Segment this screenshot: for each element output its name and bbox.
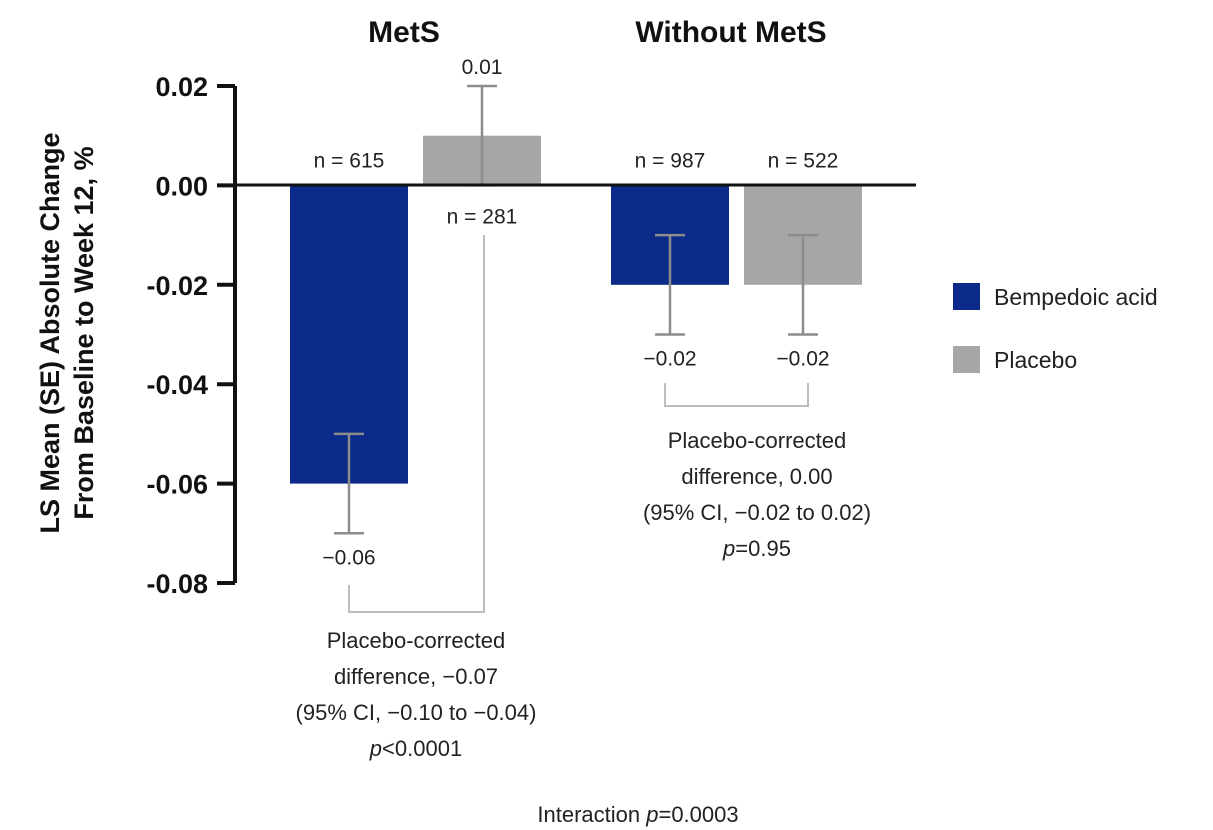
y-axis-title-line2: From Baseline to Week 12, % [69, 146, 99, 519]
interaction-p-value: =0.0003 [658, 802, 738, 827]
interaction-p-italic: p [645, 802, 658, 827]
group-label-without-mets: Without MetS [635, 16, 826, 49]
value-label-without-mets-placebo: −0.02 [776, 348, 829, 371]
without-mets-comparison-bracket [664, 383, 809, 407]
legend: Bempedoic acid Placebo [953, 283, 1158, 373]
n-label-without-mets-bempedoic-acid: n = 987 [635, 149, 706, 172]
without-annotation-line1: Placebo-corrected [668, 428, 847, 453]
y-axis-ticks: 0.02 0.00 -0.02 -0.04 -0.06 -0.08 [146, 72, 235, 599]
n-label-mets-bempedoic-acid: n = 615 [314, 149, 385, 172]
n-label-mets-placebo: n = 281 [447, 205, 518, 228]
mets-annotation-pvalue: p<0.0001 [369, 736, 462, 761]
mets-p-italic: p [369, 736, 382, 761]
y-tick-label: -0.04 [146, 370, 208, 400]
mets-p-value: <0.0001 [382, 736, 462, 761]
group-label-mets: MetS [368, 16, 440, 49]
without-annotation-line2: difference, 0.00 [681, 464, 832, 489]
mets-annotation-line1: Placebo-corrected [327, 628, 506, 653]
interaction-pvalue: Interaction p=0.0003 [537, 802, 738, 827]
value-label-mets-placebo: 0.01 [462, 56, 503, 79]
y-axis-title-line1: LS Mean (SE) Absolute Change [35, 132, 65, 533]
y-tick-label: -0.02 [146, 271, 208, 301]
bars: −0.06 n = 615 0.01 n = 281 −0.02 n = 987 −0.02… [290, 56, 862, 569]
mets-annotation-line2: difference, −0.07 [334, 664, 498, 689]
legend-label-bempedoic-acid: Bempedoic acid [994, 284, 1158, 310]
n-label-without-mets-placebo: n = 522 [768, 149, 839, 172]
without-annotation-pvalue: p=0.95 [722, 536, 791, 561]
interaction-prefix: Interaction [537, 802, 646, 827]
value-label-mets-bempedoic-acid: −0.06 [322, 546, 375, 569]
y-tick-label: -0.06 [146, 470, 208, 500]
legend-label-placebo: Placebo [994, 347, 1077, 373]
y-tick-label: 0.00 [155, 171, 208, 201]
without-p-italic: p [722, 536, 735, 561]
mets-annotation-line3: (95% CI, −0.10 to −0.04) [296, 700, 537, 725]
y-tick-label: -0.08 [146, 569, 208, 599]
y-tick-label: 0.02 [155, 72, 208, 102]
legend-swatch-bempedoic-acid [953, 283, 980, 310]
without-annotation-line3: (95% CI, −0.02 to 0.02) [643, 500, 871, 525]
value-label-without-mets-bempedoic-acid: −0.02 [643, 348, 696, 371]
mets-comparison-bracket [348, 235, 485, 613]
without-p-value: =0.95 [735, 536, 791, 561]
legend-swatch-placebo [953, 346, 980, 373]
